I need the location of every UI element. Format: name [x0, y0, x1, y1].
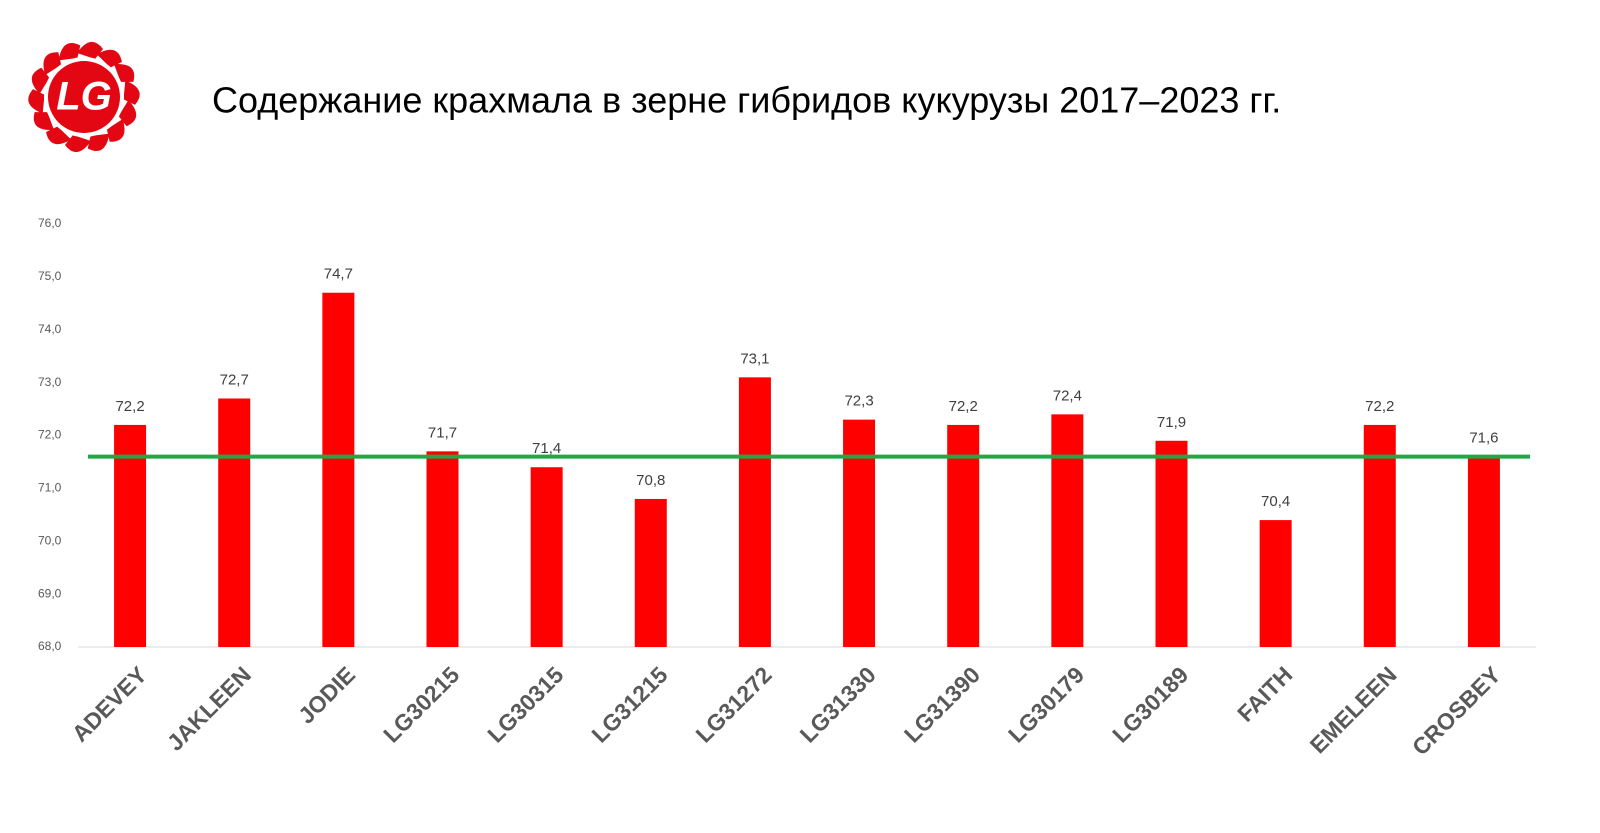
value-label: 70,8 — [636, 472, 665, 489]
bar — [1363, 424, 1396, 647]
x-tick-label: LG30189 — [1107, 661, 1193, 747]
value-label: 72,2 — [115, 398, 144, 415]
bar — [843, 419, 876, 647]
logo-text: LG — [56, 75, 112, 119]
value-label: 71,4 — [532, 440, 561, 457]
y-tick-label: 74,0 — [38, 322, 62, 336]
x-tick-label: ADEVEY — [67, 661, 152, 746]
y-tick-label: 73,0 — [38, 375, 62, 389]
x-tick-label: LG31330 — [795, 661, 881, 747]
bar — [1051, 414, 1084, 647]
x-tick-label: LG30215 — [378, 661, 464, 747]
logo: LG — [28, 41, 140, 153]
bar — [322, 292, 355, 647]
bar — [738, 377, 771, 647]
y-tick-label: 71,0 — [38, 481, 62, 495]
bar — [947, 424, 980, 647]
x-tick-label: LG31215 — [586, 661, 672, 747]
value-label: 72,3 — [844, 393, 873, 410]
y-tick-label: 68,0 — [38, 639, 62, 653]
x-tick-label: EMELEEN — [1305, 661, 1402, 758]
bar — [114, 424, 147, 647]
bar — [634, 498, 667, 647]
bar — [426, 451, 459, 647]
x-tick-label: JODIE — [293, 661, 360, 728]
value-label: 70,4 — [1261, 493, 1290, 510]
value-label: 72,2 — [949, 398, 978, 415]
x-tick-label: LG31272 — [691, 661, 777, 747]
y-tick-label: 70,0 — [38, 533, 62, 547]
bar — [530, 467, 563, 647]
value-label: 72,4 — [1053, 387, 1082, 404]
value-label: 71,6 — [1469, 430, 1498, 447]
bar — [1155, 440, 1188, 647]
value-label: 71,7 — [428, 424, 457, 441]
x-tick-label: CROSBEY — [1407, 661, 1506, 760]
x-tick-label: LG30179 — [1003, 661, 1089, 747]
bar — [1467, 456, 1500, 647]
chart-title: Содержание крахмала в зерне гибридов кук… — [212, 80, 1281, 121]
x-tick-label: LG31390 — [899, 661, 985, 747]
value-label: 71,9 — [1157, 414, 1186, 431]
bar — [218, 398, 251, 647]
x-tick-label: FAITH — [1232, 661, 1297, 726]
value-label: 73,1 — [740, 350, 769, 367]
y-tick-label: 76,0 — [38, 216, 62, 230]
y-tick-label: 72,0 — [38, 428, 62, 442]
value-label: 74,7 — [324, 266, 353, 283]
value-label: 72,2 — [1365, 398, 1394, 415]
x-tick-label: LG30315 — [482, 661, 568, 747]
value-label: 72,7 — [220, 371, 249, 388]
x-tick-label: JAKLEEN — [162, 661, 256, 755]
bar — [1259, 520, 1292, 647]
y-tick-label: 69,0 — [38, 586, 62, 600]
y-tick-label: 75,0 — [38, 269, 62, 283]
